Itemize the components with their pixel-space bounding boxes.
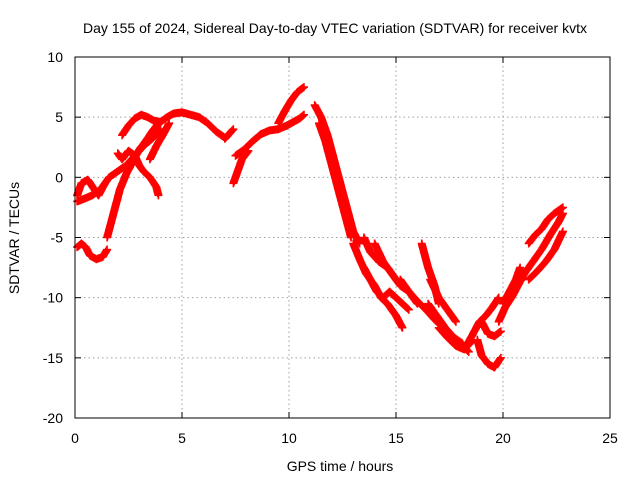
data-track [113,146,163,200]
y-tick-label: 0 [55,169,63,185]
data-track [229,146,253,188]
y-axis-ticks: -20 -15 -10 -5 0 5 10 [43,49,610,426]
data-track [145,119,174,164]
x-tick-label: 0 [71,430,79,446]
data-track [73,239,112,264]
data-track [499,263,525,308]
y-tick-label: -20 [43,410,63,426]
y-tick-label: 5 [55,109,63,125]
data-track [477,317,505,341]
y-axis-label: SDTVAR / TECUs [6,182,22,294]
data-track [359,263,413,314]
x-tick-label: 5 [178,430,186,446]
data-track [315,119,356,242]
data-track [426,275,460,326]
data-track [524,203,567,248]
y-tick-label: 10 [47,49,63,65]
data-track [424,299,467,348]
grid [75,57,610,418]
data-track [494,269,529,326]
data-track [156,108,229,142]
y-tick-label: -15 [43,350,63,366]
data-track [473,335,505,372]
data-track [118,110,165,140]
data-track [73,175,109,200]
x-tick-label: 15 [388,430,404,446]
data-track [231,121,291,160]
y-tick-label: -5 [51,230,64,246]
x-tick-label: 20 [495,430,511,446]
data-track [282,110,308,130]
x-tick-label: 25 [602,430,618,446]
x-axis-ticks: 0 5 10 15 20 25 [71,57,618,446]
data-track [520,209,567,278]
chart-title: Day 155 of 2024, Sidereal Day-to-day VTE… [83,20,587,36]
data-points [73,83,567,372]
x-axis-label: GPS time / hours [287,458,394,474]
data-track [524,227,567,284]
data-track [220,125,238,143]
y-tick-label: -10 [43,290,63,306]
x-tick-label: 10 [281,430,297,446]
data-track [274,83,308,128]
